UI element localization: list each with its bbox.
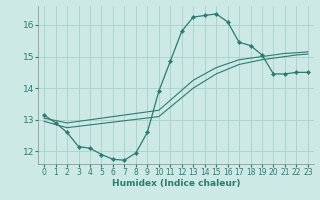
X-axis label: Humidex (Indice chaleur): Humidex (Indice chaleur) — [112, 179, 240, 188]
